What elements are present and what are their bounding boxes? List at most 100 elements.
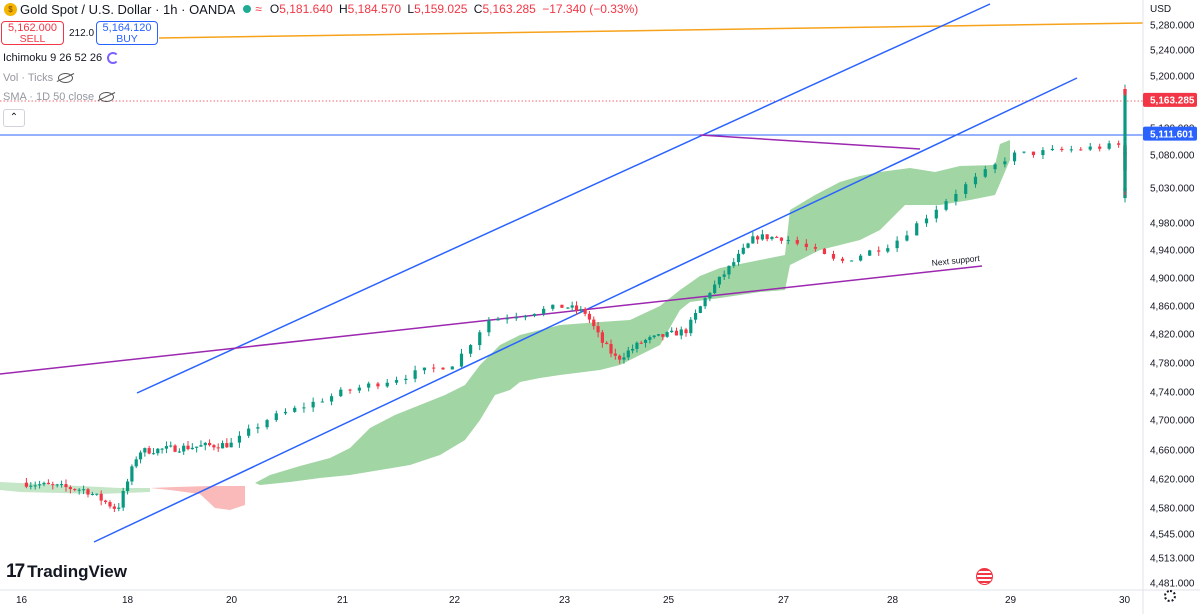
candle-body <box>895 240 899 249</box>
candle-body <box>130 466 134 482</box>
candle-body <box>478 332 482 346</box>
x-tick-label: 21 <box>337 595 349 606</box>
candle-body <box>859 255 863 261</box>
y-tick-label: 4,620.000 <box>1150 475 1195 486</box>
candle-body <box>367 383 371 388</box>
tradingview-logo[interactable]: 17 TradingView <box>6 561 127 582</box>
candle-body <box>164 446 169 449</box>
tradingview-mark-icon: 17 <box>6 561 25 582</box>
candle-body <box>357 387 361 391</box>
y-tick-label: 4,860.000 <box>1150 302 1195 313</box>
candle-body <box>560 304 564 308</box>
candle-body <box>283 411 288 414</box>
y-tick-label: 4,900.000 <box>1150 274 1195 285</box>
refresh-icon[interactable] <box>107 52 120 64</box>
candle-body <box>944 201 948 210</box>
candle-body <box>1022 151 1026 153</box>
candle-body <box>125 481 130 492</box>
candle-body <box>877 250 881 252</box>
ichimoku-cloud-early <box>0 482 150 494</box>
candle-body <box>190 447 194 450</box>
candle-body <box>177 451 181 453</box>
candle-body <box>722 274 726 277</box>
candle-body <box>770 236 774 240</box>
sma-legend[interactable]: SMA · 1D 50 close <box>3 91 115 103</box>
price-label-box <box>1143 92 1197 107</box>
candle-body <box>33 485 37 487</box>
candle-body <box>786 239 790 241</box>
candle-body <box>103 500 108 503</box>
collapse-legend-button[interactable]: ⌃ <box>3 109 25 127</box>
y-tick-label: 4,660.000 <box>1150 446 1195 457</box>
ichimoku-legend[interactable]: Ichimoku 9 26 52 26 <box>3 52 120 64</box>
y-tick-label: 5,030.000 <box>1150 184 1195 195</box>
candle-body <box>112 506 116 509</box>
approx-icon: ≈ <box>255 2 262 16</box>
y-tick-label: 5,240.000 <box>1150 46 1195 57</box>
spread-value: 212.0 <box>69 28 95 39</box>
candle-body <box>496 318 500 321</box>
candle-body <box>779 237 784 241</box>
candle-body <box>587 313 592 320</box>
candle-body <box>822 248 827 254</box>
candle-body <box>487 320 491 333</box>
candle-body <box>186 445 190 450</box>
candle-body <box>708 292 712 299</box>
ohlc-readout: O5,181.640 H5,184.570 L5,159.025 C5,163.… <box>269 2 639 16</box>
candle-body <box>220 443 225 449</box>
candle-body <box>216 447 220 449</box>
candle-body <box>68 487 72 490</box>
candle-body <box>760 234 764 240</box>
candle-body <box>1123 149 1127 153</box>
candle-body <box>64 484 68 488</box>
hidden-eye-icon[interactable] <box>58 73 74 83</box>
y-tick-label: 4,820.000 <box>1150 330 1195 341</box>
candle-body <box>684 329 688 334</box>
candle-body <box>329 396 334 402</box>
candle-body <box>182 445 186 452</box>
candle-body <box>59 484 64 486</box>
candle-body <box>422 367 427 371</box>
candle-body <box>993 164 997 170</box>
x-tick-label: 27 <box>778 595 790 606</box>
candle-body <box>631 348 635 351</box>
candle-body <box>566 307 570 309</box>
price-label-box <box>1143 126 1197 141</box>
candle-body <box>256 427 260 429</box>
y-tick-label: 5,200.000 <box>1150 72 1195 83</box>
volume-legend[interactable]: Vol · Ticks <box>3 72 74 84</box>
candle-body <box>505 318 509 320</box>
y-tick-label: 4,940.000 <box>1150 246 1195 257</box>
candle-body <box>450 366 454 370</box>
candle-body <box>432 367 436 369</box>
candle-body <box>1107 143 1111 149</box>
candle-body <box>840 258 845 261</box>
support-trendline <box>0 265 983 375</box>
candle-body <box>1117 143 1121 145</box>
sell-button[interactable]: 5,162.000 SELL <box>1 21 64 45</box>
candle-body <box>813 247 817 249</box>
change-value: −17.340 (−0.33%) <box>542 2 639 16</box>
candle-body <box>459 353 464 367</box>
candle-body <box>203 442 207 446</box>
candle-body <box>134 459 138 467</box>
hidden-eye-icon[interactable] <box>99 92 115 102</box>
y-tick-label: 5,280.000 <box>1150 21 1195 32</box>
x-tick-label: 29 <box>1005 595 1017 606</box>
candle-body <box>441 367 445 370</box>
settings-gear-icon[interactable] <box>1164 590 1176 602</box>
y-tick-label: 4,700.000 <box>1150 416 1195 427</box>
symbol-title[interactable]: Gold Spot / U.S. Dollar · 1h · OANDA <box>20 1 236 17</box>
candle-body <box>108 502 112 507</box>
candle-body <box>42 482 46 485</box>
us-flag-icon[interactable] <box>976 568 993 585</box>
x-tick-label: 20 <box>226 595 238 606</box>
candle-body <box>51 484 55 486</box>
candle-body <box>583 309 587 314</box>
buy-button[interactable]: 5,164.120 BUY <box>96 21 158 45</box>
candle-body <box>652 335 656 338</box>
candle-body <box>542 308 546 314</box>
candle-body <box>394 380 399 383</box>
candle-body <box>514 317 518 319</box>
